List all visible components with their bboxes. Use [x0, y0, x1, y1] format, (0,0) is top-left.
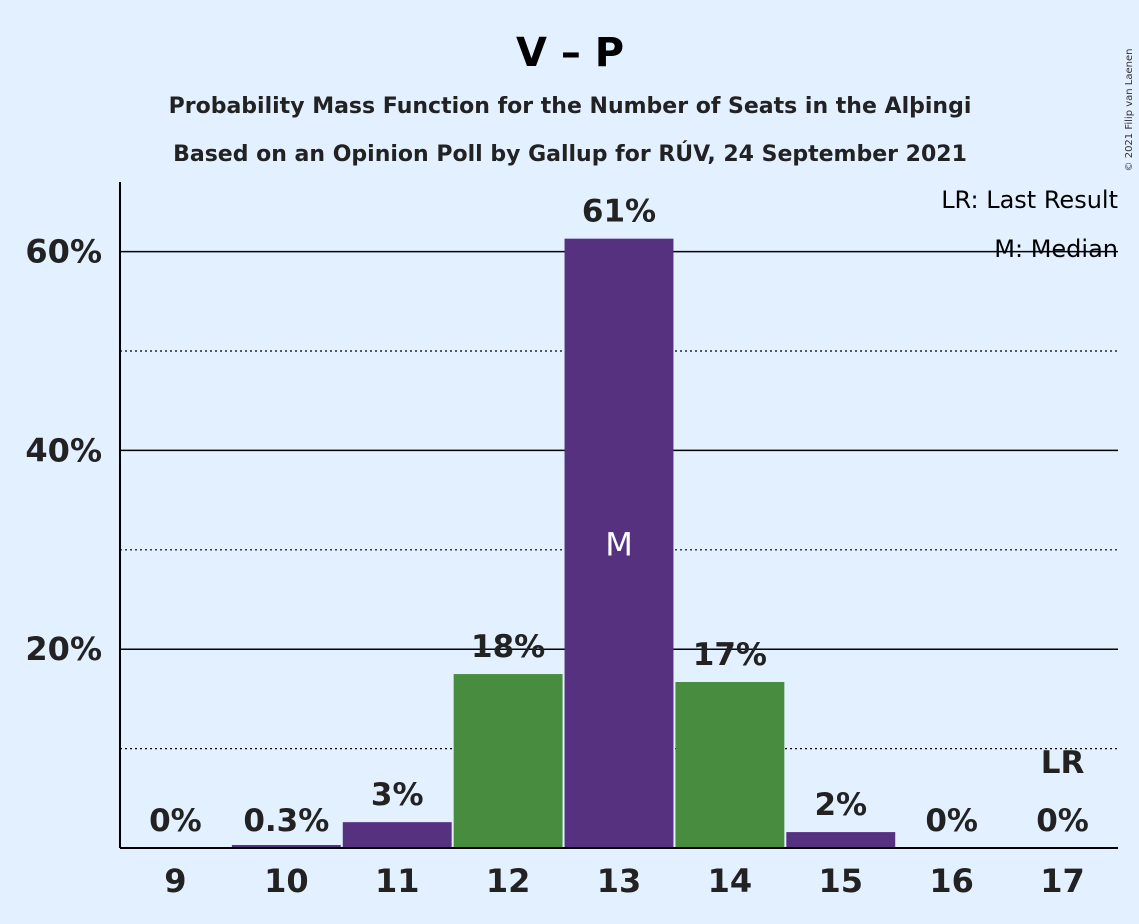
x-tick-label-16: 16 — [929, 862, 974, 900]
data-label-seat-10: 0.3% — [243, 803, 329, 839]
x-tick-label-10: 10 — [264, 862, 309, 900]
chart-subtitle-line1: Probability Mass Function for the Number… — [169, 94, 972, 119]
bar-seat-13 — [564, 238, 674, 849]
data-label-seat-13: 61% — [582, 194, 656, 230]
data-label-seat-16: 0% — [925, 803, 978, 839]
data-label-seat-15: 2% — [814, 787, 867, 823]
bar-seat-15 — [786, 832, 896, 848]
data-label-seat-9: 0% — [149, 803, 202, 839]
last-result-marker: LR — [1041, 745, 1085, 781]
x-tick-label-9: 9 — [164, 862, 186, 900]
x-tick-label-14: 14 — [708, 862, 753, 900]
bar-seat-14 — [675, 681, 785, 848]
data-label-seat-11: 3% — [371, 777, 424, 813]
data-labels: 0% 0.3% 3% 18% 61% M 17% 2% 0% 0% LR — [149, 194, 1089, 839]
legend-median: M: Median — [994, 235, 1118, 263]
x-tick-label-15: 15 — [819, 862, 864, 900]
y-tick-label-20: 20% — [25, 630, 102, 668]
copyright-note: © 2021 Filip van Laenen — [1124, 49, 1135, 172]
data-label-seat-12: 18% — [471, 629, 545, 665]
data-label-seat-14: 17% — [693, 637, 767, 673]
x-tick-label-11: 11 — [375, 862, 420, 900]
bar-seat-12 — [453, 674, 563, 848]
chart-subtitle-line2: Based on an Opinion Poll by Gallup for R… — [173, 141, 967, 167]
x-tick-label-12: 12 — [486, 862, 531, 900]
chart-title: V – P — [516, 30, 624, 76]
bars — [231, 238, 896, 849]
x-axis: 9 10 11 12 13 14 15 16 17 — [120, 847, 1118, 900]
data-label-seat-17: 0% — [1036, 803, 1089, 839]
median-marker: M — [605, 525, 633, 563]
x-tick-label-13: 13 — [597, 862, 642, 900]
x-tick-label-17: 17 — [1040, 862, 1085, 900]
y-tick-label-40: 40% — [25, 431, 102, 469]
y-axis: 20% 40% 60% — [25, 182, 121, 848]
bar-seat-11 — [342, 822, 452, 848]
bar-seat-10 — [231, 845, 341, 848]
legend-last-result: LR: Last Result — [941, 186, 1118, 214]
y-tick-label-60: 60% — [25, 233, 102, 271]
